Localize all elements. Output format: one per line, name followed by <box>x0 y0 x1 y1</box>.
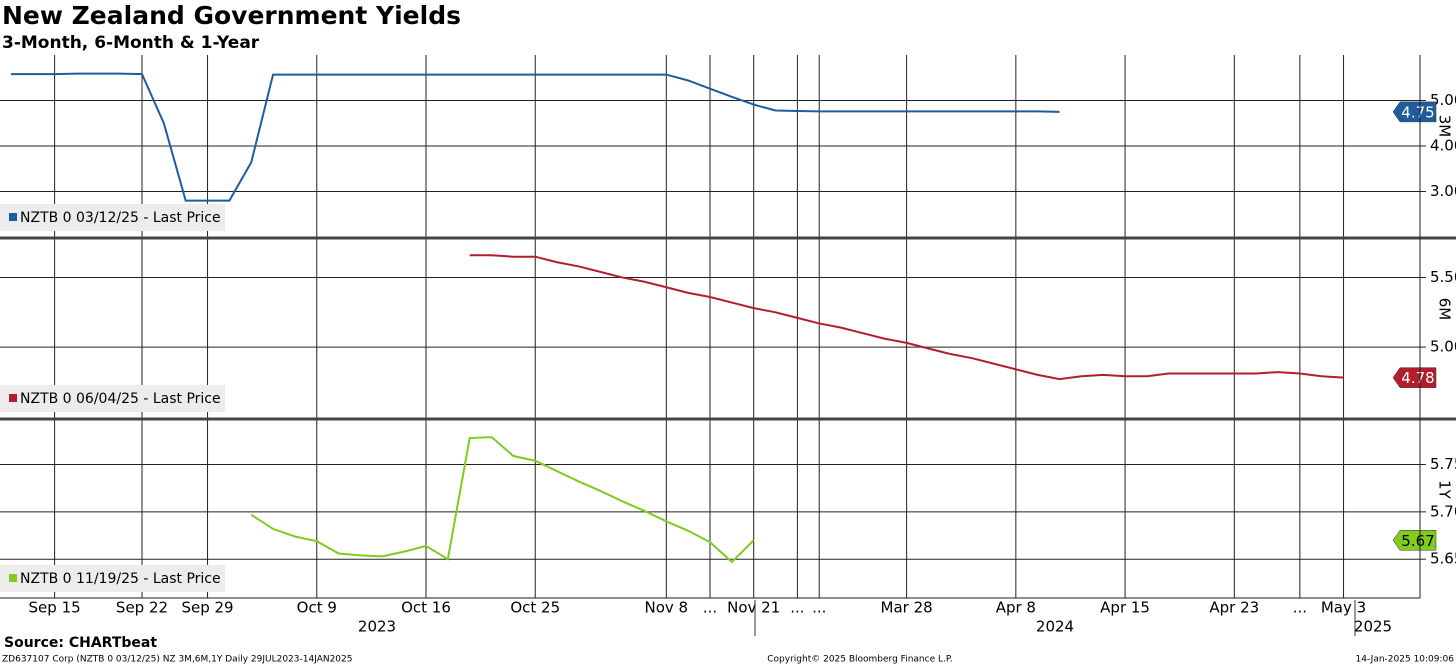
series-line <box>250 436 755 564</box>
x-tick-label: ... <box>812 599 826 617</box>
y-tick-label: 5.00 <box>1430 338 1456 356</box>
x-tick-label: ... <box>790 599 804 617</box>
x-tick-label: Oct 9 <box>297 599 337 617</box>
x-tick-label: Apr 23 <box>1209 599 1259 617</box>
x-tick-label: Mar 28 <box>881 599 933 617</box>
source: Source: CHARTbeat <box>4 635 157 651</box>
x-tick-label: Apr 15 <box>1100 599 1150 617</box>
last-value-label: 4.75 <box>1401 103 1434 121</box>
legend-label: NZTB 0 06/04/25 - Last Price <box>20 391 221 407</box>
x-tick-label: Oct 25 <box>510 599 560 617</box>
legend-box <box>0 565 225 592</box>
x-tick-label: Oct 16 <box>401 599 451 617</box>
footer-center: Copyright© 2025 Bloomberg Finance L.P. <box>767 655 952 665</box>
y-axis-label: 6M <box>1436 298 1454 321</box>
y-tick-label: 3.00 <box>1430 182 1456 200</box>
x-tick-label: Apr 8 <box>996 599 1036 617</box>
last-value-label: 4.78 <box>1401 369 1434 387</box>
year-label: 2025 <box>1354 618 1392 636</box>
last-value-tag <box>1392 367 1437 388</box>
y-tick-label: 4.00 <box>1430 137 1456 155</box>
y-tick-label: 5.50 <box>1430 268 1456 286</box>
y-tick-label: 5.75 <box>1430 455 1456 473</box>
last-value-tag <box>1392 101 1437 123</box>
chart-title: New Zealand Government Yields <box>2 1 461 30</box>
x-tick-label: May 3 <box>1321 599 1366 617</box>
legend-box <box>0 385 225 412</box>
x-tick-label: ... <box>703 599 717 617</box>
y-tick-label: 5.65 <box>1430 550 1456 568</box>
x-tick-label: ... <box>1293 599 1307 617</box>
legend-swatch <box>9 574 17 582</box>
series-line <box>10 72 1060 202</box>
x-tick-label: Sep 15 <box>29 599 81 617</box>
year-label: 2023 <box>358 618 396 636</box>
x-tick-label: Sep 22 <box>116 599 168 617</box>
legend-label: NZTB 0 11/19/25 - Last Price <box>20 571 221 587</box>
y-axis-label: 1Y <box>1436 480 1454 500</box>
legend-swatch <box>9 394 17 402</box>
chart-subtitle: 3-Month, 6-Month & 1-Year <box>2 33 260 53</box>
last-value-label: 5.67 <box>1401 532 1434 550</box>
x-tick-label: Nov 21 <box>727 599 780 617</box>
y-tick-label: 5.00 <box>1430 91 1456 109</box>
footer-right: 14-Jan-2025 10:09:06 <box>1355 655 1454 665</box>
legend-swatch <box>9 213 17 221</box>
series-line <box>469 254 1344 381</box>
y-axis-label: 3M <box>1436 115 1454 138</box>
x-tick-label: Nov 8 <box>645 599 689 617</box>
year-label: 2024 <box>1036 618 1074 636</box>
y-tick-label: 5.70 <box>1430 502 1456 520</box>
footer-left: ZD637107 Corp (NZTB 0 03/12/25) NZ 3M,6M… <box>2 655 352 665</box>
x-tick-label: Sep 29 <box>181 599 233 617</box>
last-value-tag <box>1392 530 1437 551</box>
legend-label: NZTB 0 03/12/25 - Last Price <box>20 210 221 226</box>
legend-box <box>0 204 225 231</box>
